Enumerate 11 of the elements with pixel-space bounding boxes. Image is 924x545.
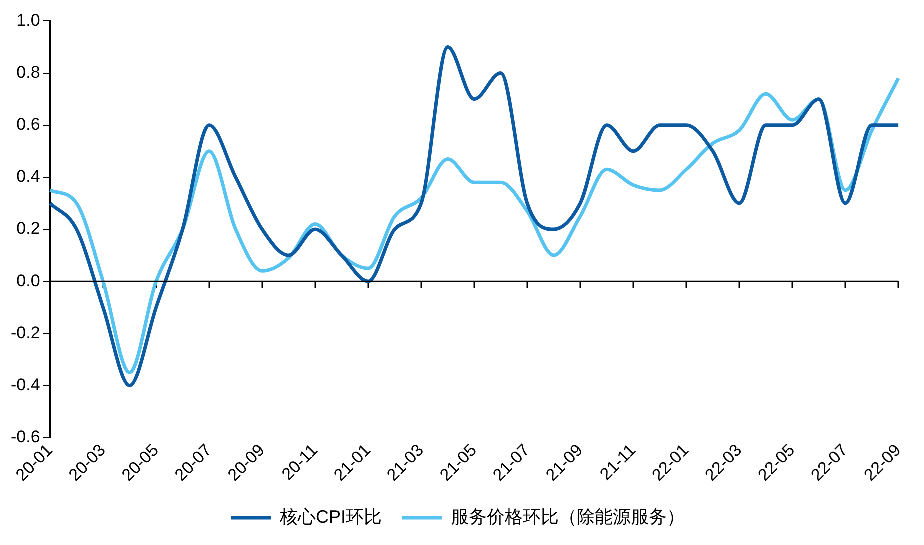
y-tick-label: 0.6 <box>16 115 40 134</box>
y-tick-label: 0.8 <box>16 62 40 82</box>
y-tick-label: 0.2 <box>16 219 40 238</box>
legend-label: 核心CPI环比 <box>278 506 382 527</box>
y-tick-label: -0.4 <box>10 375 40 394</box>
y-tick-label: 1.0 <box>16 10 40 30</box>
y-tick-label: -0.2 <box>10 323 40 342</box>
y-tick-label: -0.6 <box>10 428 40 447</box>
legend-label: 服务价格环比（除能源服务） <box>451 506 686 527</box>
y-tick-label: 0.0 <box>16 271 40 290</box>
y-tick-label: 0.4 <box>16 167 40 186</box>
